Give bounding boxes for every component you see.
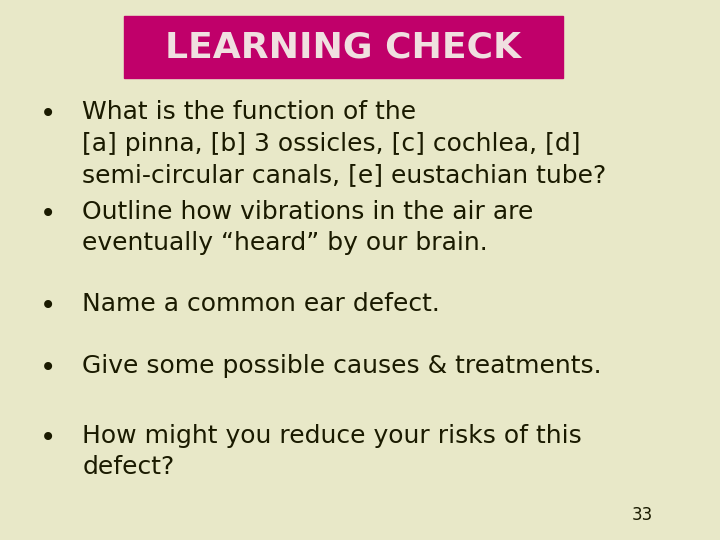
Text: •: • — [40, 200, 56, 228]
FancyBboxPatch shape — [124, 16, 563, 78]
Text: •: • — [40, 354, 56, 382]
Text: Give some possible causes & treatments.: Give some possible causes & treatments. — [82, 354, 602, 377]
Text: How might you reduce your risks of this
defect?: How might you reduce your risks of this … — [82, 424, 582, 480]
Text: Outline how vibrations in the air are
eventually “heard” by our brain.: Outline how vibrations in the air are ev… — [82, 200, 534, 255]
Text: •: • — [40, 424, 56, 452]
Text: •: • — [40, 100, 56, 128]
Text: Name a common ear defect.: Name a common ear defect. — [82, 292, 441, 315]
Text: What is the function of the
[a] pinna, [b] 3 ossicles, [c] cochlea, [d]
semi-cir: What is the function of the [a] pinna, [… — [82, 100, 607, 187]
Text: •: • — [40, 292, 56, 320]
Text: LEARNING CHECK: LEARNING CHECK — [166, 30, 521, 64]
Text: 33: 33 — [631, 506, 652, 524]
